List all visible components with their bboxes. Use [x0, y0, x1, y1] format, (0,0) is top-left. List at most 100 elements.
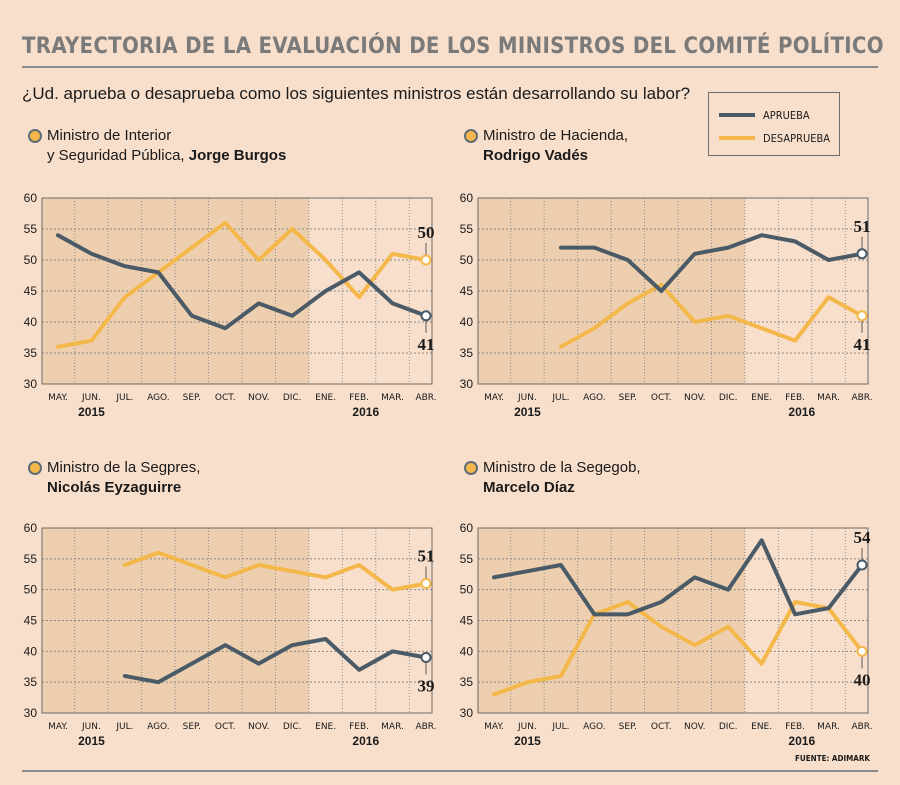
end-point-desaprueba [420, 578, 432, 589]
y-tick-label: 60 [24, 191, 38, 205]
x-tick-label: JUN. [517, 722, 537, 732]
year-label: 2015 [514, 405, 541, 419]
x-tick-label: FEB. [785, 393, 805, 403]
panel-label-line1: Ministro de la Segegob, [483, 459, 641, 476]
footer-rule [22, 770, 878, 772]
y-tick-label: 45 [460, 284, 474, 298]
x-tick-label: ABR. [851, 393, 872, 403]
end-point-desaprueba [856, 310, 868, 322]
y-tick-label: 55 [460, 552, 474, 566]
y-tick-label: 30 [460, 377, 474, 391]
x-tick-label: ENE. [315, 722, 336, 732]
survey-question: ¿Ud. aprueba o desaprueba como los sigui… [22, 84, 691, 103]
year-label: 2015 [514, 734, 541, 748]
x-tick-label: MAY. [484, 722, 504, 732]
year-label: 2016 [788, 405, 815, 419]
y-tick-label: 40 [460, 315, 474, 329]
x-tick-label: DIC. [283, 722, 302, 732]
x-tick-label: NOV. [248, 393, 270, 403]
panel-label-line2: Rodrigo Vadés [464, 146, 628, 166]
panel-label-line2: y Seguridad Pública, Jorge Burgos [28, 146, 286, 166]
y-tick-label: 50 [460, 253, 474, 267]
x-tick-label: SEP. [619, 393, 637, 403]
series-line-aprueba [56, 233, 428, 331]
end-point-aprueba [420, 652, 432, 663]
legend-swatch-desaprueba [719, 136, 755, 140]
x-tick-label: MAR. [381, 393, 404, 403]
panel-label-hacienda: Ministro de Hacienda, Rodrigo Vadés [464, 126, 628, 166]
chart-segegob: 30 35 40 45 50 55 60 MAY. JUN. JUL. AGO. SEP. OCT. NO… [460, 521, 873, 748]
legend-label-desaprueba: DESAPRUEBA [763, 131, 831, 145]
x-tick-label: NOV. [684, 722, 706, 732]
minister-name: Jorge Burgos [188, 147, 287, 164]
series-line-desaprueba [492, 600, 864, 697]
end-value-label-aprueba: 41 [418, 335, 435, 354]
x-tick-label: SEP. [183, 722, 201, 732]
y-tick-label: 30 [24, 377, 38, 391]
y-tick-label: 50 [24, 583, 38, 597]
year-label: 2016 [788, 734, 815, 748]
x-tick-label: MAR. [817, 722, 840, 732]
x-tick-label: MAY. [48, 393, 68, 403]
x-tick-label: ABR. [415, 393, 436, 403]
chart-title: TRAYECTORIA DE LA EVALUACIÓN DE LOS MINI… [22, 34, 884, 59]
panel-label-line1: Ministro de Hacienda, [483, 127, 629, 144]
x-tick-label: MAR. [381, 722, 404, 732]
x-tick-label: AGO. [147, 722, 170, 732]
chart-interior: 30 35 40 45 50 55 60 MAY. JUN. JUL. AGO. SEP. OCT. NO… [24, 191, 437, 419]
series-line-desaprueba [122, 550, 428, 592]
y-tick-label: 60 [460, 191, 474, 205]
x-tick-label: JUL. [551, 393, 569, 403]
x-tick-label: JUL. [115, 393, 133, 403]
y-tick-label: 30 [460, 706, 474, 720]
panel-label-line1: Ministro de la Segpres, [47, 459, 201, 476]
y-tick-label: 50 [460, 583, 474, 597]
legend-item-aprueba: APRUEBA [719, 108, 810, 122]
end-value-label-desaprueba: 51 [418, 547, 435, 566]
end-point-aprueba [420, 310, 432, 322]
series-line-desaprueba [558, 282, 864, 349]
x-tick-label: ENE. [751, 393, 772, 403]
y-tick-label: 50 [24, 253, 38, 267]
x-tick-label: JUL. [551, 722, 569, 732]
x-tick-label: OCT. [651, 393, 672, 403]
x-tick-label: JUL. [115, 722, 133, 732]
chart-segpres: 30 35 40 45 50 55 60 MAY. JUN. JUL. AGO. SEP. OCT. NO… [24, 521, 437, 748]
x-tick-label: DIC. [719, 722, 738, 732]
y-tick-label: 45 [460, 614, 474, 628]
panel-label-line1: Ministro de Interior [47, 127, 172, 144]
y-tick-label: 35 [460, 346, 474, 360]
y-tick-label: 30 [24, 706, 38, 720]
chart-hacienda: 30 35 40 45 50 55 60 MAY. JUN. JUL. AGO. SEP. OCT. NO… [460, 191, 873, 419]
x-tick-label: AGO. [583, 722, 606, 732]
legend-item-desaprueba: DESAPRUEBA [719, 131, 830, 145]
x-tick-label: OCT. [651, 722, 672, 732]
x-tick-label: FEB. [349, 393, 369, 403]
end-value-label-desaprueba: 41 [854, 335, 871, 354]
panel-label-segpres: Ministro de la Segpres, Nicolás Eyzaguir… [28, 458, 200, 498]
minister-name: Nicolás Eyzaguirre [47, 479, 182, 496]
end-value-label-aprueba: 39 [418, 677, 435, 696]
panel-bullet-icon [28, 461, 42, 475]
x-tick-label: AGO. [147, 393, 170, 403]
x-tick-label: JUN. [81, 722, 101, 732]
series-line-aprueba [122, 637, 428, 685]
panel-label-prefix: y Seguridad Pública, [47, 147, 189, 164]
panel-bullet-icon [464, 129, 478, 143]
x-tick-label: DIC. [283, 393, 302, 403]
year-label: 2016 [352, 405, 379, 419]
y-tick-label: 45 [24, 284, 38, 298]
x-tick-label: OCT. [215, 722, 236, 732]
y-tick-label: 40 [24, 644, 38, 658]
x-tick-label: FEB. [785, 722, 805, 732]
x-tick-label: NOV. [248, 722, 270, 732]
x-tick-label: MAR. [817, 393, 840, 403]
x-tick-label: MAY. [484, 393, 504, 403]
end-point-aprueba [856, 248, 868, 260]
minister-name: Marcelo Díaz [483, 479, 575, 496]
x-tick-label: NOV. [684, 393, 706, 403]
panel-label-line2: Nicolás Eyzaguirre [28, 478, 200, 498]
title-rule [22, 66, 878, 68]
end-value-label-desaprueba: 40 [854, 670, 871, 689]
